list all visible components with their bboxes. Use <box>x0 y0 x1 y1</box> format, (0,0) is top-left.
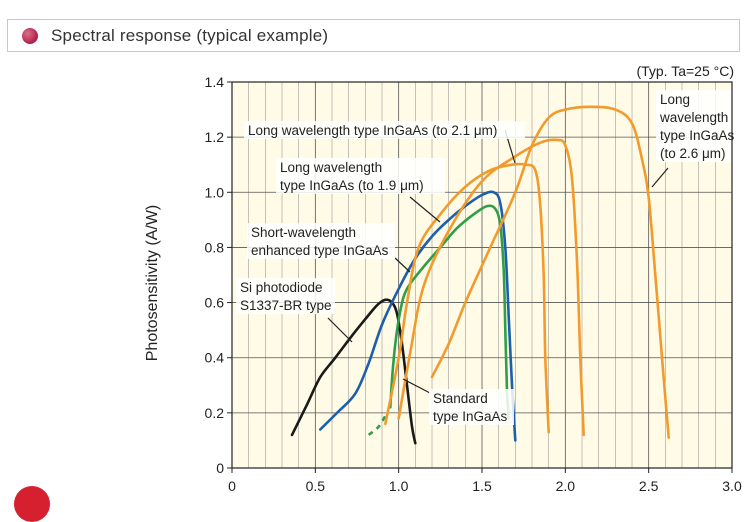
x-tick-label: 2.5 <box>639 478 659 494</box>
section-header: Spectral response (typical example) <box>7 19 740 52</box>
y-tick-label: 1.4 <box>205 74 225 90</box>
spectral-response-chart: 0 0.5 1.0 1.5 2.0 2.5 3.0 0 0.2 0.4 0.6 0.8 1.0 1.2 1.… <box>144 63 742 494</box>
axis-ticks: 0 0.5 1.0 1.5 2.0 2.5 3.0 0 0.2 0.4 0.6 0.8 1.0 1.2 1.… <box>205 74 742 494</box>
series-label-backdrop <box>429 389 514 425</box>
x-tick-label: 0 <box>228 478 236 494</box>
series-label-backdrop <box>276 158 445 194</box>
y-tick-label: 0.8 <box>205 239 225 255</box>
series-label-line: type InGaAs <box>660 128 735 143</box>
y-tick-label: 0.4 <box>205 350 225 366</box>
series-label-line: Long wavelength <box>280 160 382 175</box>
y-tick-label: 0.6 <box>205 295 225 311</box>
series-line-lw26 <box>430 105 670 439</box>
series-line-lw19 <box>384 162 550 434</box>
y-axis-label: Photosensitivity (A/W) <box>144 205 161 361</box>
label-leader-short <box>394 257 411 273</box>
series-label-line: Si photodiode <box>240 280 323 295</box>
series-label-lw19: Long wavelength type InGaAs (to 1.9 μm) <box>276 158 445 194</box>
label-leader-lw19 <box>409 196 441 223</box>
section-title: Spectral response (typical example) <box>51 26 329 45</box>
y-tick-label: 1.0 <box>205 184 225 200</box>
plot-frame <box>231 81 733 469</box>
bullet-dot-icon <box>22 28 38 44</box>
x-tick-label: 0.5 <box>306 478 326 494</box>
condition-note: (Typ. Ta=25 °C) <box>636 63 734 79</box>
y-tick-label: 0 <box>216 460 224 476</box>
series-line-standard <box>389 204 510 420</box>
label-leader-lines <box>327 129 669 394</box>
brand-mark-icon <box>14 486 50 522</box>
series-line-si <box>290 298 417 445</box>
series-label-backdrop <box>656 90 741 162</box>
series-lines <box>290 105 670 445</box>
series-label-line: wavelength <box>659 110 728 125</box>
series-label-line: Long <box>660 92 690 107</box>
y-tick-label: 0.2 <box>205 405 225 421</box>
series-labels: Si photodiode S1337-BR type Short-waveleng… <box>236 90 741 425</box>
label-leader-standard <box>402 378 431 394</box>
series-label-si: Si photodiode S1337-BR type <box>236 278 335 314</box>
series-label-short: Short-wavelength enhanced type InGaAs <box>247 223 395 259</box>
series-label-line: type InGaAs <box>433 409 508 424</box>
x-tick-label: 2.0 <box>556 478 576 494</box>
series-label-standard: Standard type InGaAs <box>429 389 514 425</box>
x-tick-label: 3.0 <box>722 478 742 494</box>
series-label-backdrop <box>247 223 395 259</box>
series-line-standard-dashed <box>367 412 389 436</box>
series-label-backdrop <box>236 278 335 314</box>
series-label-lw26: Long wavelength type InGaAs (to 2.6 μm) <box>656 90 741 162</box>
series-line-lw21 <box>397 138 585 437</box>
series-label-line: S1337-BR type <box>240 298 332 313</box>
series-label-line: Standard <box>433 391 488 406</box>
series-label-line: (to 2.6 μm) <box>660 146 726 161</box>
series-label-line: Short-wavelength <box>251 225 356 240</box>
label-leader-si <box>327 317 353 343</box>
series-label-lw21: Long wavelength type InGaAs (to 2.1 μm) <box>244 121 525 139</box>
series-label-line: type InGaAs (to 1.9 μm) <box>280 178 424 193</box>
label-leader-lw26 <box>651 167 669 188</box>
series-label-line: enhanced type InGaAs <box>251 243 389 258</box>
series-label-backdrop <box>244 121 525 139</box>
series-line-short <box>319 190 517 442</box>
x-tick-label: 1.5 <box>472 478 492 494</box>
x-tick-label: 1.0 <box>389 478 409 494</box>
y-tick-label: 1.2 <box>205 129 225 145</box>
series-label-line: Long wavelength type InGaAs (to 2.1 μm) <box>248 123 497 138</box>
